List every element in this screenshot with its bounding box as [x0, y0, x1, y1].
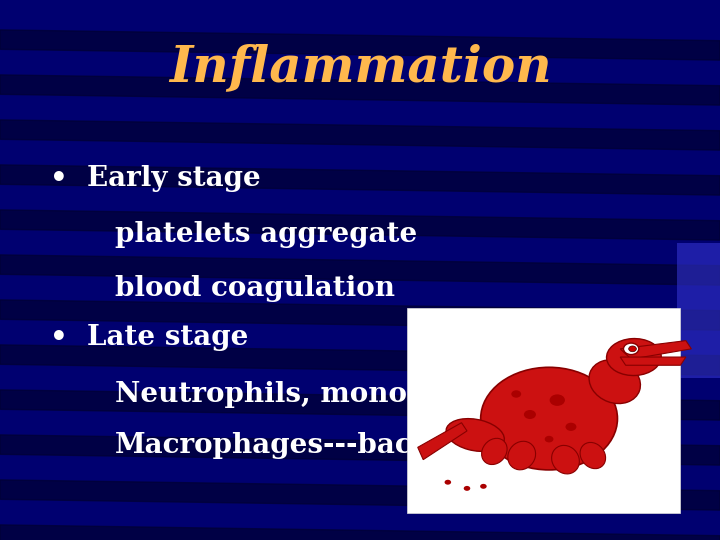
Ellipse shape	[481, 367, 618, 470]
Text: Inflammation: Inflammation	[168, 43, 552, 92]
Ellipse shape	[580, 442, 606, 469]
Ellipse shape	[508, 441, 536, 470]
Text: blood coagulation: blood coagulation	[115, 275, 395, 302]
Text: •  Late stage: • Late stage	[50, 324, 249, 351]
Ellipse shape	[552, 446, 580, 474]
Ellipse shape	[589, 360, 640, 403]
Ellipse shape	[482, 438, 507, 464]
Bar	[407, 308, 680, 513]
Circle shape	[524, 410, 536, 419]
Polygon shape	[418, 423, 467, 460]
Polygon shape	[620, 357, 686, 365]
Circle shape	[511, 390, 521, 397]
Ellipse shape	[446, 418, 504, 451]
Circle shape	[464, 486, 470, 491]
Polygon shape	[620, 341, 691, 359]
Circle shape	[565, 423, 577, 431]
Circle shape	[444, 480, 451, 485]
Circle shape	[545, 436, 554, 442]
Text: Macrophages---bacteria: Macrophages---bacteria	[115, 432, 487, 459]
Bar	[677, 243, 720, 378]
Circle shape	[624, 343, 639, 355]
Circle shape	[549, 394, 565, 406]
Ellipse shape	[606, 339, 661, 375]
Text: •  Early stage: • Early stage	[50, 165, 261, 192]
Text: platelets aggregate: platelets aggregate	[115, 221, 418, 248]
Text: Neutrophils, monocytes: Neutrophils, monocytes	[115, 381, 487, 408]
Circle shape	[480, 484, 487, 489]
Circle shape	[629, 346, 636, 352]
